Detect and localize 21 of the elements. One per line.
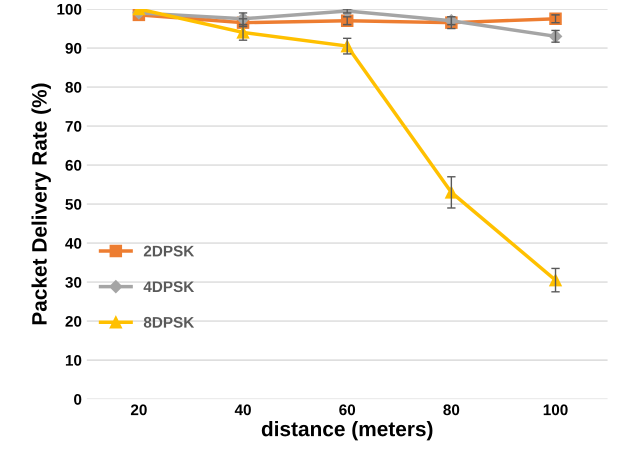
y-tick-label: 20 [65,316,82,327]
y-tick-label: 80 [65,82,82,93]
y-tick-label: 10 [66,354,82,366]
y-axis-title: Packet Delivery Rate (%) [31,84,51,324]
x-tick-label: 20 [130,404,147,416]
y-tick-label: 30 [65,276,82,288]
y-tick-label: 40 [65,238,82,249]
legend-label: 8DPSK [144,316,194,328]
y-tick-label: 100 [57,4,82,15]
x-tick-label: 100 [544,404,568,416]
y-tick-label: 60 [66,160,82,171]
legend-label: 2DPSK [144,246,194,256]
x-axis-title: distance (meters) [262,421,432,440]
x-tick-label: 60 [339,404,356,416]
y-tick-label: 70 [66,120,82,132]
y-tick-label: 50 [65,198,82,210]
y-tick-label: 0 [74,394,82,405]
y-tick-label: 90 [65,42,82,54]
x-tick-label: 40 [234,404,251,416]
x-tick-label: 80 [443,404,460,416]
legend-label: 4DPSK [144,281,194,292]
